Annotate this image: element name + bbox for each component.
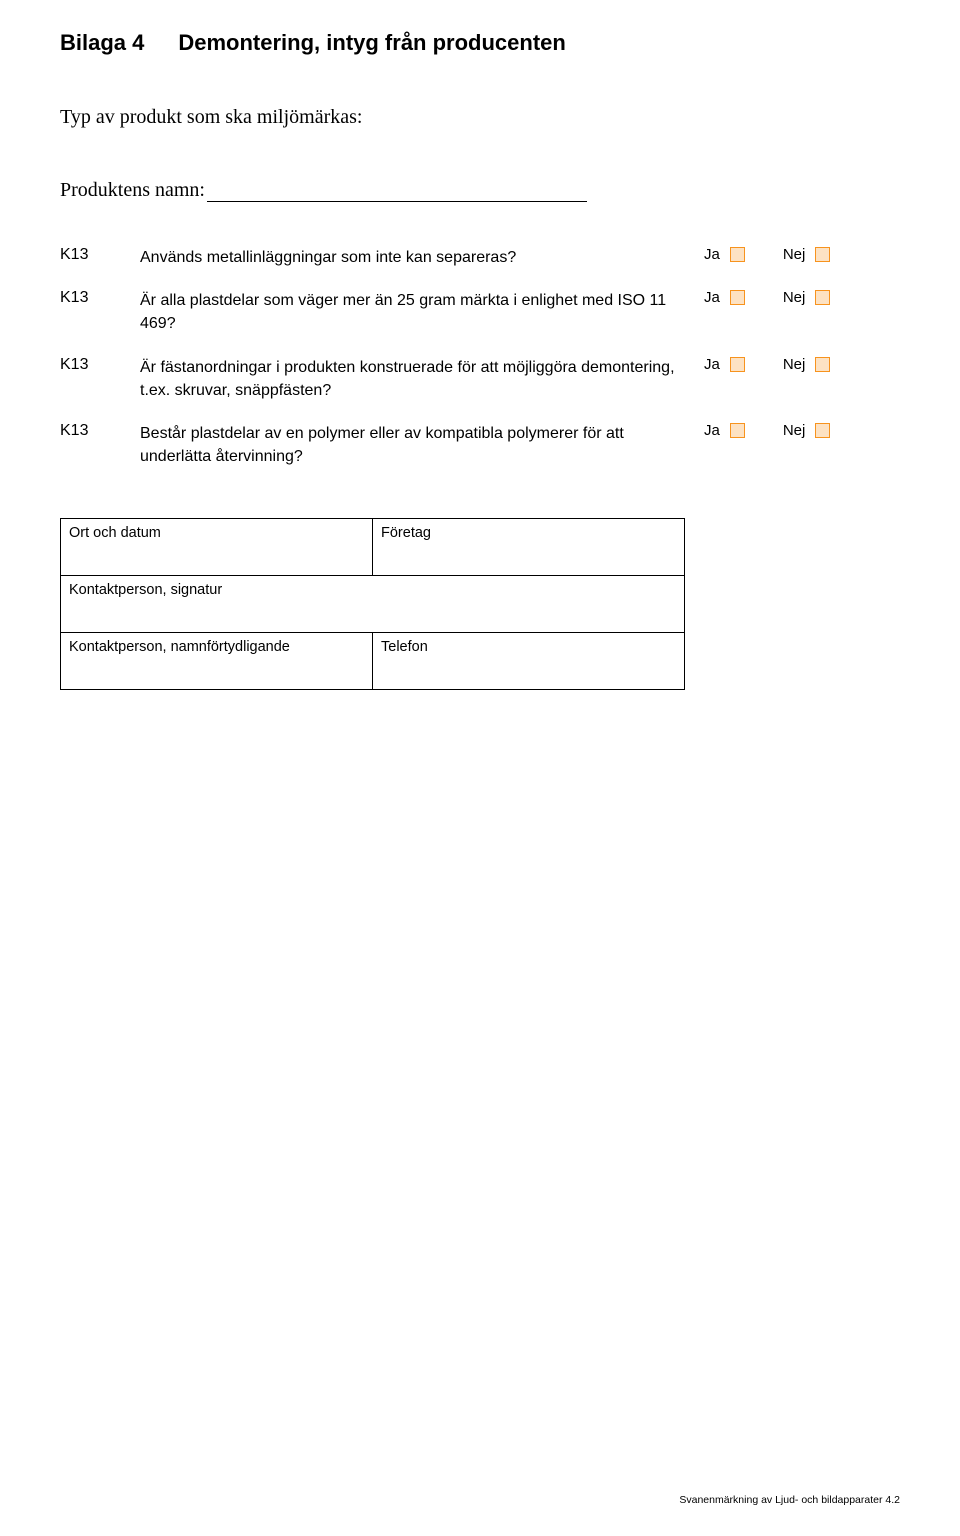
checkbox-yes[interactable]	[730, 247, 745, 262]
product-name-row: Produktens namn:	[60, 179, 900, 202]
checkbox-no[interactable]	[815, 247, 830, 262]
foretag-cell[interactable]: Företag	[373, 519, 685, 576]
question-code: K13	[60, 422, 140, 440]
yes-label: Ja	[704, 246, 720, 263]
question-code: K13	[60, 246, 140, 264]
answer-yes: Ja	[704, 422, 745, 439]
no-label: Nej	[783, 356, 806, 373]
answer-yes: Ja	[704, 356, 745, 373]
product-name-input-line[interactable]	[207, 181, 587, 202]
ort-datum-cell[interactable]: Ort och datum	[61, 519, 373, 576]
telefon-cell[interactable]: Telefon	[373, 633, 685, 690]
checkbox-no[interactable]	[815, 290, 830, 305]
checkbox-no[interactable]	[815, 423, 830, 438]
signatur-cell[interactable]: Kontaktperson, signatur	[61, 576, 685, 633]
footer-text: Svanenmärkning av Ljud- och bildapparate…	[679, 1494, 900, 1506]
checkbox-yes[interactable]	[730, 290, 745, 305]
question-row: K13 Består plastdelar av en polymer elle…	[60, 422, 900, 468]
no-label: Nej	[783, 246, 806, 263]
product-type-label: Typ av produkt som ska miljömärkas:	[60, 106, 900, 129]
question-code: K13	[60, 356, 140, 374]
no-label: Nej	[783, 422, 806, 439]
answer-no: Nej	[783, 356, 831, 373]
signature-table: Ort och datum Företag Kontaktperson, sig…	[60, 518, 685, 690]
no-label: Nej	[783, 289, 806, 306]
checkbox-no[interactable]	[815, 357, 830, 372]
page-title: Demontering, intyg från producenten	[178, 30, 565, 56]
question-code: K13	[60, 289, 140, 307]
appendix-number: Bilaga 4	[60, 30, 144, 56]
answer-no: Nej	[783, 422, 831, 439]
checkbox-yes[interactable]	[730, 357, 745, 372]
answer-yes: Ja	[704, 246, 745, 263]
answer-group: Ja Nej	[704, 289, 830, 306]
question-text: Är fästanordningar i produkten konstruer…	[140, 356, 680, 402]
answer-group: Ja Nej	[704, 356, 830, 373]
answer-group: Ja Nej	[704, 422, 830, 439]
answer-no: Nej	[783, 289, 831, 306]
question-text: Är alla plastdelar som väger mer än 25 g…	[140, 289, 680, 335]
question-row: K13 Är fästanordningar i produkten konst…	[60, 356, 900, 402]
answer-no: Nej	[783, 246, 831, 263]
yes-label: Ja	[704, 289, 720, 306]
yes-label: Ja	[704, 422, 720, 439]
answer-yes: Ja	[704, 289, 745, 306]
yes-label: Ja	[704, 356, 720, 373]
answer-group: Ja Nej	[704, 246, 830, 263]
question-text: Består plastdelar av en polymer eller av…	[140, 422, 680, 468]
question-row: K13 Är alla plastdelar som väger mer än …	[60, 289, 900, 335]
namn-cell[interactable]: Kontaktperson, namnförtydligande	[61, 633, 373, 690]
question-text: Används metallinläggningar som inte kan …	[140, 246, 680, 269]
checkbox-yes[interactable]	[730, 423, 745, 438]
header: Bilaga 4 Demontering, intyg från produce…	[60, 30, 900, 56]
question-row: K13 Används metallinläggningar som inte …	[60, 246, 900, 269]
product-name-label: Produktens namn:	[60, 179, 205, 202]
